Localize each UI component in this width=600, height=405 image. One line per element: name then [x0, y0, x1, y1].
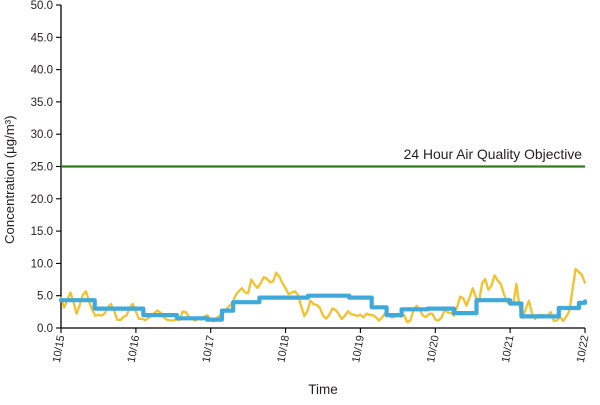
svg-text:50.0: 50.0: [31, 0, 53, 12]
svg-text:20.0: 20.0: [31, 194, 53, 206]
svg-text:10.0: 10.0: [31, 258, 53, 270]
svg-text:15.0: 15.0: [31, 226, 53, 238]
svg-text:35.0: 35.0: [31, 97, 53, 109]
svg-text:Concentration (µg/m³): Concentration (µg/m³): [2, 115, 17, 244]
svg-text:0.0: 0.0: [37, 323, 53, 335]
svg-text:Time: Time: [308, 382, 338, 397]
svg-text:24 Hour Air Quality Objective: 24 Hour Air Quality Objective: [404, 146, 583, 162]
svg-text:40.0: 40.0: [31, 65, 53, 77]
svg-text:5.0: 5.0: [37, 291, 53, 303]
svg-text:30.0: 30.0: [31, 129, 53, 141]
svg-text:25.0: 25.0: [31, 162, 53, 174]
svg-text:45.0: 45.0: [31, 32, 53, 44]
